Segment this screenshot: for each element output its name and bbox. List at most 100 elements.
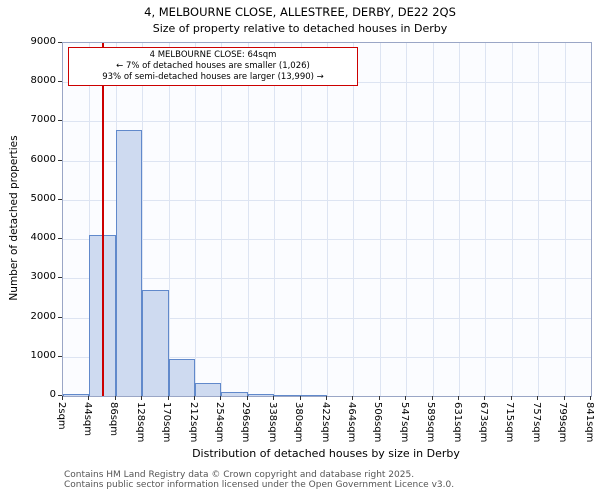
x-tick-mark: [326, 396, 327, 400]
histogram-bar: [274, 395, 301, 396]
x-tick-label: 170sqm: [161, 402, 173, 443]
x-axis-label: Distribution of detached houses by size …: [192, 447, 460, 460]
y-tick-mark: [58, 316, 62, 318]
v-gridline: [168, 43, 170, 396]
v-gridline: [353, 43, 355, 396]
y-tick-mark: [58, 395, 62, 396]
y-tick-label: 2000: [30, 310, 56, 322]
x-tick-mark: [62, 396, 63, 400]
y-tick-label: 9000: [30, 36, 56, 47]
v-gridline: [89, 43, 91, 396]
v-gridline: [379, 43, 381, 396]
v-gridline: [511, 43, 513, 396]
x-tick-label: 631sqm: [451, 402, 463, 443]
y-tick-label: 3000: [30, 271, 56, 283]
y-tick-label: 5000: [30, 192, 56, 204]
histogram-bar: [247, 394, 275, 396]
v-gridline: [406, 43, 408, 396]
x-tick-label: 338sqm: [266, 402, 278, 443]
annotation-property-size: 4 MELBOURNE CLOSE: 64sqm: [149, 50, 277, 60]
v-gridline: [538, 43, 540, 396]
x-tick-mark: [167, 396, 169, 400]
v-gridline: [221, 43, 223, 396]
v-gridline: [327, 43, 328, 396]
x-tick-label: 86sqm: [108, 402, 120, 437]
chart-title: 4, MELBOURNE CLOSE, ALLESTREE, DERBY, DE…: [144, 5, 456, 19]
v-gridline: [300, 43, 302, 396]
y-tick-label: 8000: [30, 75, 56, 87]
x-tick-label: 296sqm: [240, 402, 252, 443]
annotation-larger-pct: 93% of semi-detached houses are larger (…: [102, 72, 324, 82]
histogram-bar: [63, 394, 90, 396]
annotation-smaller-pct: ← 7% of detached houses are smaller (1,0…: [116, 61, 310, 71]
x-tick-mark: [273, 396, 275, 400]
y-tick-mark: [58, 238, 62, 240]
x-tick-mark: [352, 396, 354, 400]
y-tick-label: 0: [49, 389, 56, 400]
y-tick-mark: [58, 159, 62, 161]
v-gridline: [274, 43, 276, 396]
histogram-bar: [221, 391, 248, 396]
x-tick-mark: [378, 396, 380, 400]
v-gridline: [247, 43, 249, 396]
footer-line-1: Contains HM Land Registry data © Crown c…: [64, 470, 415, 480]
y-tick-label: 6000: [30, 153, 56, 165]
x-tick-mark: [88, 396, 90, 400]
x-tick-mark: [563, 396, 565, 400]
x-tick-label: 673sqm: [477, 402, 489, 443]
x-tick-mark: [510, 396, 512, 400]
histogram-bar: [195, 383, 222, 396]
x-tick-label: 254sqm: [213, 402, 225, 443]
x-tick-label: 799sqm: [557, 402, 569, 443]
chart-subtitle: Size of property relative to detached ho…: [152, 22, 448, 35]
x-tick-mark: [246, 396, 248, 400]
plot-area: 4 MELBOURNE CLOSE: 64sqm ← 7% of detache…: [62, 42, 592, 397]
y-tick-mark: [58, 198, 62, 200]
x-tick-mark: [299, 396, 301, 400]
footer-attribution: Contains HM Land Registry data © Crown c…: [64, 470, 454, 490]
x-tick-mark: [484, 396, 486, 400]
v-gridline: [564, 43, 566, 396]
x-tick-label: 757sqm: [530, 402, 542, 443]
footer-line-2: Contains public sector information licen…: [64, 480, 455, 490]
y-tick-label: 7000: [30, 114, 56, 126]
y-tick-mark: [58, 42, 62, 43]
x-tick-mark: [220, 396, 222, 400]
y-tick-mark: [58, 277, 62, 279]
v-gridline: [485, 43, 487, 396]
x-tick-label: 715sqm: [504, 402, 516, 443]
x-tick-label: 44sqm: [81, 402, 93, 437]
histogram-bar: [115, 130, 143, 396]
x-tick-mark: [141, 396, 143, 400]
x-tick-mark: [458, 396, 459, 400]
x-tick-mark: [194, 396, 195, 400]
x-tick-label: 422sqm: [319, 402, 331, 443]
x-tick-label: 212sqm: [187, 402, 199, 443]
histogram-bar: [300, 395, 327, 396]
x-tick-label: 506sqm: [372, 402, 384, 443]
x-tick-mark: [114, 396, 116, 400]
v-gridline: [459, 43, 460, 396]
x-tick-label: 841sqm: [583, 402, 595, 443]
v-gridline: [195, 43, 196, 396]
y-tick-mark: [58, 120, 62, 122]
y-tick-label: 4000: [30, 232, 56, 244]
x-tick-mark: [405, 396, 407, 400]
x-tick-mark: [431, 396, 433, 400]
x-tick-label: 589sqm: [425, 402, 437, 443]
v-gridline: [432, 43, 434, 396]
histogram-bar: [168, 358, 195, 396]
y-tick-label: 1000: [30, 349, 56, 361]
x-tick-label: 547sqm: [398, 402, 410, 443]
x-tick-label: 464sqm: [345, 402, 357, 443]
x-tick-label: 128sqm: [134, 402, 146, 443]
y-tick-mark: [58, 355, 62, 357]
x-tick-label: 2sqm: [55, 402, 67, 430]
histogram-bar: [142, 290, 169, 396]
y-tick-mark: [58, 81, 62, 83]
x-tick-mark: [537, 396, 539, 400]
x-tick-mark: [590, 396, 591, 400]
x-tick-label: 380sqm: [293, 402, 305, 443]
v-gridline: [142, 43, 144, 396]
